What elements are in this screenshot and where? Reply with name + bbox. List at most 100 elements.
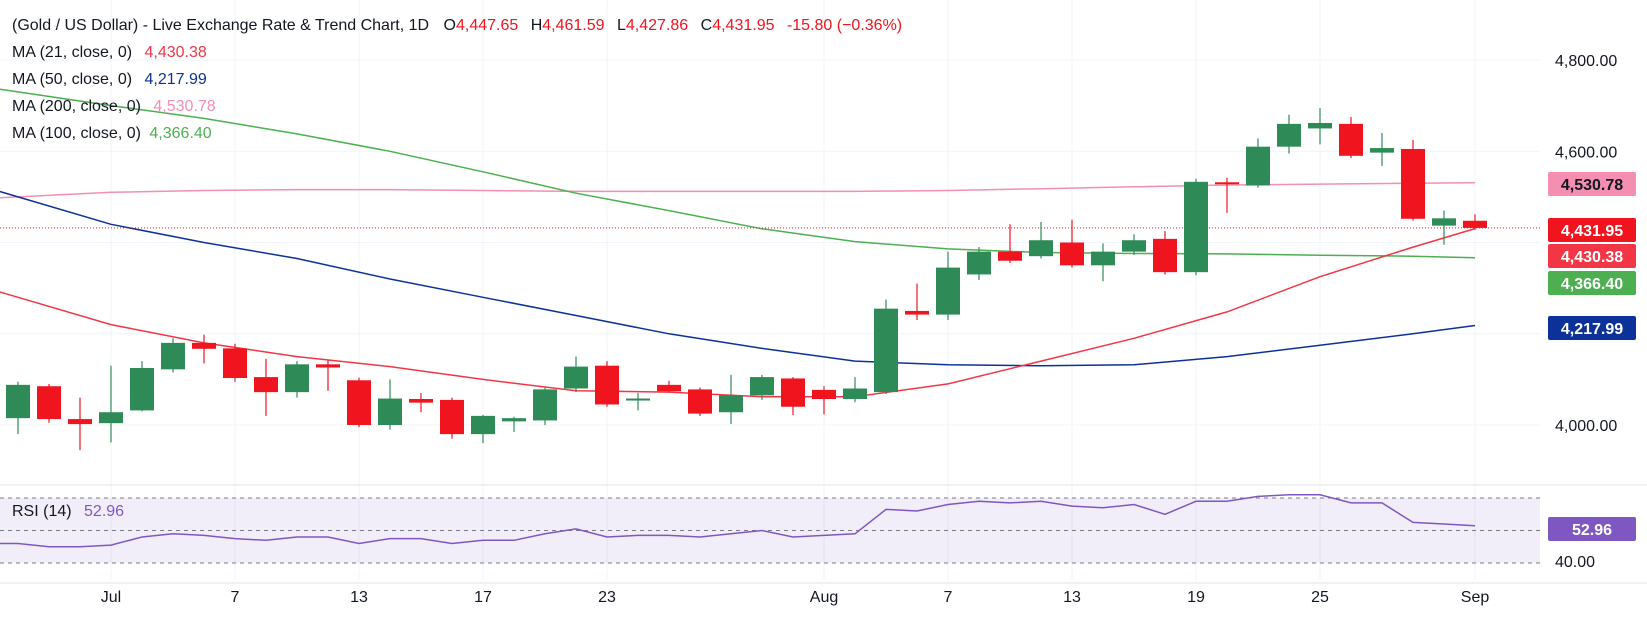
- candle-body: [1060, 242, 1084, 266]
- candle[interactable]: [378, 379, 402, 430]
- candle[interactable]: [316, 360, 340, 391]
- open-label: O: [444, 17, 456, 34]
- candle-body: [130, 367, 154, 411]
- legend-ma200[interactable]: MA (200, close, 0) 4,530.78: [12, 98, 216, 115]
- candle[interactable]: [874, 299, 898, 394]
- legend-ma100-value: 4,366.40: [149, 125, 211, 142]
- candle[interactable]: [595, 361, 619, 407]
- candle-body: [874, 308, 898, 393]
- candle[interactable]: [533, 387, 557, 425]
- candle[interactable]: [1246, 138, 1270, 188]
- change-value: -15.80 (−0.36%): [787, 17, 902, 34]
- candle[interactable]: [6, 381, 30, 435]
- candle-body: [378, 398, 402, 425]
- moving-averages: [0, 88, 1540, 398]
- candle[interactable]: [130, 361, 154, 412]
- legend-ma200-value: 4,530.78: [153, 98, 215, 115]
- candle[interactable]: [1308, 107, 1332, 145]
- candle[interactable]: [37, 383, 61, 423]
- candle[interactable]: [1401, 139, 1425, 221]
- candle[interactable]: [1463, 214, 1487, 230]
- candle[interactable]: [1432, 210, 1456, 245]
- ma200-badge-bg: [1548, 172, 1636, 196]
- candle-body: [905, 310, 929, 315]
- candle[interactable]: [440, 397, 464, 439]
- candle[interactable]: [967, 247, 991, 280]
- candle-body: [564, 366, 588, 389]
- legend-ma50-value: 4,217.99: [145, 71, 207, 88]
- candle[interactable]: [254, 358, 278, 416]
- ma50-line: [0, 190, 1476, 367]
- ma200-line: [0, 182, 1476, 199]
- candle[interactable]: [1277, 114, 1301, 154]
- candle[interactable]: [812, 386, 836, 415]
- candle-body: [37, 386, 61, 420]
- candle[interactable]: [719, 374, 743, 425]
- candle[interactable]: [688, 387, 712, 416]
- candle[interactable]: [1184, 178, 1208, 276]
- candle[interactable]: [99, 365, 123, 443]
- candle[interactable]: [285, 361, 309, 398]
- candle[interactable]: [1215, 177, 1239, 213]
- candlesticks[interactable]: [6, 107, 1487, 451]
- high-value: 4,461.59: [542, 17, 604, 34]
- candle[interactable]: [1339, 117, 1363, 159]
- candle[interactable]: [564, 356, 588, 393]
- candle[interactable]: [1153, 231, 1177, 275]
- candle-body: [347, 380, 371, 425]
- candle[interactable]: [409, 393, 433, 413]
- legend-ma50-label: MA (50, close, 0): [12, 71, 132, 88]
- candle[interactable]: [657, 380, 681, 393]
- candle[interactable]: [347, 377, 371, 428]
- candle-body: [1184, 181, 1208, 273]
- candle[interactable]: [905, 283, 929, 321]
- price-tick-label: 4,600.00: [1555, 144, 1617, 161]
- x-tick-label: 7: [944, 589, 953, 606]
- header-line: (Gold / US Dollar) - Live Exchange Rate …: [12, 17, 902, 34]
- candle-body: [1122, 240, 1146, 252]
- candle[interactable]: [502, 416, 526, 432]
- legend-ma100[interactable]: MA (100, close, 0) 4,366.40: [12, 125, 212, 142]
- rsi-badge-bg: [1548, 517, 1636, 541]
- legend-ma50[interactable]: MA (50, close, 0) 4,217.99: [12, 71, 207, 88]
- candle-body: [1246, 146, 1270, 186]
- candle-body: [1463, 220, 1487, 228]
- x-tick-label: 19: [1187, 589, 1205, 606]
- candle[interactable]: [1060, 219, 1084, 268]
- candle[interactable]: [161, 338, 185, 373]
- candle[interactable]: [781, 377, 805, 415]
- candle[interactable]: [192, 334, 216, 364]
- legend-rsi-label: RSI (14): [12, 503, 72, 520]
- candle[interactable]: [1370, 133, 1394, 166]
- candle[interactable]: [68, 397, 92, 451]
- last-price-badge-text: 4,431.95: [1561, 223, 1623, 240]
- candle[interactable]: [223, 343, 247, 382]
- grid: [0, 0, 1647, 584]
- close-value: 4,431.95: [712, 17, 774, 34]
- candle[interactable]: [843, 377, 867, 403]
- candle[interactable]: [750, 374, 774, 400]
- legend-ma21[interactable]: MA (21, close, 0) 4,430.38: [12, 44, 207, 61]
- x-tick-label: 13: [350, 589, 368, 606]
- high-label: H: [531, 17, 543, 34]
- rsi-badge: 52.96: [1548, 517, 1636, 541]
- candle[interactable]: [471, 414, 495, 444]
- x-tick-label: Aug: [810, 589, 838, 606]
- candle[interactable]: [626, 393, 650, 411]
- legend-ma100-label: MA (100, close, 0): [12, 125, 141, 142]
- candle[interactable]: [1091, 243, 1115, 282]
- candle[interactable]: [936, 251, 960, 321]
- legend-rsi[interactable]: RSI (14) 52.96: [12, 503, 124, 520]
- ma100-badge: 4,366.40: [1548, 271, 1636, 295]
- legend: (Gold / US Dollar) - Live Exchange Rate …: [12, 17, 902, 520]
- candle[interactable]: [1122, 234, 1146, 255]
- open-value: 4,447.65: [456, 17, 518, 34]
- candle[interactable]: [1029, 221, 1053, 259]
- candle-body: [285, 364, 309, 393]
- price-tick-label: 4,800.00: [1555, 53, 1617, 70]
- candle[interactable]: [998, 224, 1022, 264]
- low-value: 4,427.86: [626, 17, 688, 34]
- price-badges: 4,530.78 4,431.95 4,430.38 4,366.40 4,217.99…: [1548, 172, 1636, 541]
- candle-body: [936, 267, 960, 315]
